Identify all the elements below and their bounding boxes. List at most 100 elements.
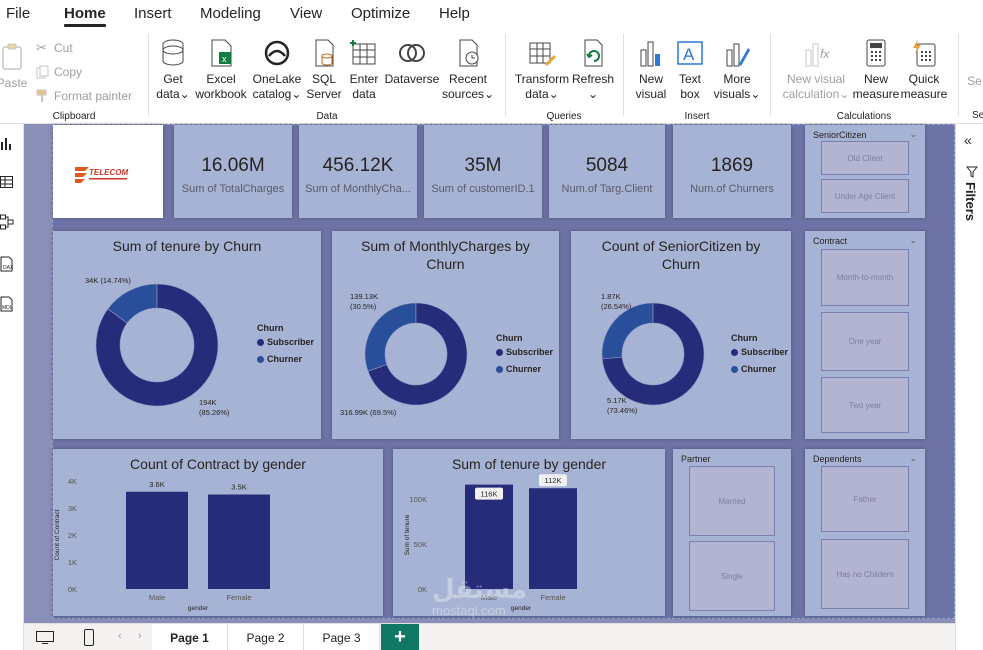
x-axis-label: gender: [188, 605, 209, 612]
calculations-group: fx New visual calculation⌄ New measure Q…: [772, 32, 956, 124]
tab-help[interactable]: Help: [439, 5, 470, 22]
legend-item-churner[interactable]: Churner: [731, 364, 776, 374]
bar-female[interactable]: [529, 488, 577, 589]
slicer-item-two-year[interactable]: Two year: [821, 377, 909, 433]
new-visual-label-1: New: [638, 72, 663, 86]
chevron-down-icon[interactable]: ⌄: [909, 453, 917, 463]
more-visuals-label-1: More: [723, 72, 751, 86]
cut-button[interactable]: ✂ Cut: [36, 41, 73, 56]
copy-button[interactable]: Copy: [36, 65, 82, 79]
format-painter-button[interactable]: Format painter: [36, 89, 132, 103]
data-label-subscriber-pct: (85.26%): [199, 408, 230, 417]
tab-modeling[interactable]: Modeling: [200, 5, 261, 22]
scroll-left-icon[interactable]: ‹: [118, 630, 122, 642]
sql-server-button[interactable]: SQL Server: [304, 38, 344, 102]
sql-label-1: SQL: [311, 72, 336, 86]
kpi-value: 5084: [585, 155, 629, 176]
report-view-icon[interactable]: [0, 136, 14, 152]
chevron-down-icon[interactable]: ⌄: [909, 235, 917, 245]
new-visual-calculation-button[interactable]: fx New visual calculation⌄: [780, 38, 852, 102]
x-tick-label: Male: [481, 593, 497, 602]
quick-measure-label-1: Quick: [908, 72, 940, 86]
refresh-button[interactable]: Refresh ⌄: [571, 38, 615, 102]
donut-slice-subscriber[interactable]: [95, 283, 219, 407]
donut-svg: 139.13K(30.5%) 316.99K (69.5%): [340, 292, 468, 417]
tab-home[interactable]: Home: [64, 5, 106, 27]
model-view-icon[interactable]: [0, 214, 14, 230]
slicer-item-married[interactable]: Married: [689, 466, 775, 536]
mobile-layout-icon[interactable]: [84, 629, 94, 646]
refresh-icon: [584, 39, 603, 67]
slicer-item-one-year[interactable]: One year: [821, 312, 909, 371]
slicer-item-has-no-children[interactable]: Has no Childern: [821, 539, 909, 609]
legend-item-subscriber[interactable]: Subscriber: [731, 347, 788, 357]
data-label-churner: 139.13K: [350, 292, 378, 301]
scroll-right-icon[interactable]: ›: [138, 630, 142, 642]
slicer-item-old-client[interactable]: Old Client: [821, 141, 909, 175]
table-view-icon[interactable]: [0, 174, 14, 190]
slicer-item-single[interactable]: Single: [689, 541, 775, 611]
y-tick-label: 100K: [409, 495, 427, 504]
clipboard-group-label: Clipboard: [52, 111, 96, 122]
chevron-down-icon[interactable]: ⌄: [909, 129, 917, 139]
bar-male[interactable]: [126, 491, 188, 589]
more-visuals-button[interactable]: More visuals⌄: [711, 38, 763, 102]
new-measure-button[interactable]: New measure: [852, 38, 900, 102]
slicer-title: Contract: [813, 236, 848, 246]
insert-group-label: Insert: [684, 111, 710, 122]
tab-view[interactable]: View: [290, 5, 323, 22]
insert-group: New visual A Text box More visuals⌄ Inse…: [625, 32, 769, 124]
onelake-catalog-button[interactable]: OneLake catalog⌄: [250, 38, 304, 102]
transform-data-button[interactable]: Transform data⌄: [513, 38, 571, 102]
desktop-layout-icon[interactable]: [36, 631, 54, 644]
quick-measure-button[interactable]: Quick measure: [900, 38, 948, 102]
excel-icon: x: [211, 39, 232, 67]
text-box-button[interactable]: A Text box: [671, 38, 709, 102]
donut-slice-churner[interactable]: [364, 302, 417, 372]
dataverse-label: Dataverse: [384, 72, 440, 86]
bar-male[interactable]: [465, 484, 513, 589]
page-tab-3[interactable]: Page 3: [304, 624, 380, 650]
y-axis-label: Sum of tenure: [404, 514, 411, 555]
tmdl-view-icon[interactable]: MDL: [0, 296, 14, 312]
legend-item-subscriber[interactable]: Subscriber: [496, 347, 553, 357]
add-page-button[interactable]: +: [381, 624, 419, 650]
slicer-title: Partner: [681, 454, 711, 464]
recent-sources-button[interactable]: Recent sources⌄: [442, 38, 494, 102]
donut-slice-churner[interactable]: [601, 302, 654, 360]
tab-optimize[interactable]: Optimize: [351, 5, 411, 22]
slicer-item-month-to-month[interactable]: Month-to-month: [821, 249, 909, 306]
dataverse-button[interactable]: Dataverse: [384, 38, 440, 87]
page-tab-1[interactable]: Page 1: [152, 624, 228, 650]
bar-female[interactable]: [208, 494, 270, 590]
legend-item-churner[interactable]: Churner: [496, 364, 541, 374]
new-visual-button[interactable]: New visual: [631, 38, 671, 102]
dax-query-view-icon[interactable]: DAX: [0, 256, 14, 272]
filters-pane[interactable]: « Filters: [955, 124, 983, 650]
sensitivity-button[interactable]: Se: [967, 74, 982, 88]
donut-slice-subscriber[interactable]: [367, 302, 468, 406]
expand-chevron-icon[interactable]: «: [964, 132, 972, 148]
visual-calc-label-2: calculation⌄: [782, 87, 850, 101]
page-tab-2[interactable]: Page 2: [228, 624, 304, 650]
get-data-button[interactable]: Get data⌄: [154, 38, 192, 102]
y-tick-label: 3K: [68, 504, 77, 513]
clipboard-group: Paste ✂ Cut Copy Format painter Clipboar…: [0, 32, 148, 124]
legend-item-subscriber[interactable]: Subscriber: [257, 337, 314, 347]
excel-workbook-button[interactable]: x Excel workbook: [192, 38, 250, 102]
donut-slice-subscriber[interactable]: [601, 302, 705, 406]
tab-file[interactable]: File: [6, 5, 31, 22]
tab-insert[interactable]: Insert: [134, 5, 172, 22]
chart-title: Count of SeniorCitizen by Churn: [601, 238, 761, 272]
calculator-icon: [866, 39, 886, 67]
slicer-title: Dependents: [813, 454, 862, 464]
enter-data-button[interactable]: Enter data: [344, 38, 384, 102]
paste-button[interactable]: Paste: [0, 42, 30, 91]
legend-title: Churn: [731, 333, 758, 343]
slicer-item-under-age-client[interactable]: Under Age Client: [821, 179, 909, 213]
slicer-item-father[interactable]: Father: [821, 466, 909, 532]
svg-text:A: A: [683, 45, 695, 64]
calculations-group-label: Calculations: [836, 111, 892, 122]
legend-item-churner[interactable]: Churner: [257, 354, 302, 364]
ribbon-separator: [148, 34, 149, 116]
